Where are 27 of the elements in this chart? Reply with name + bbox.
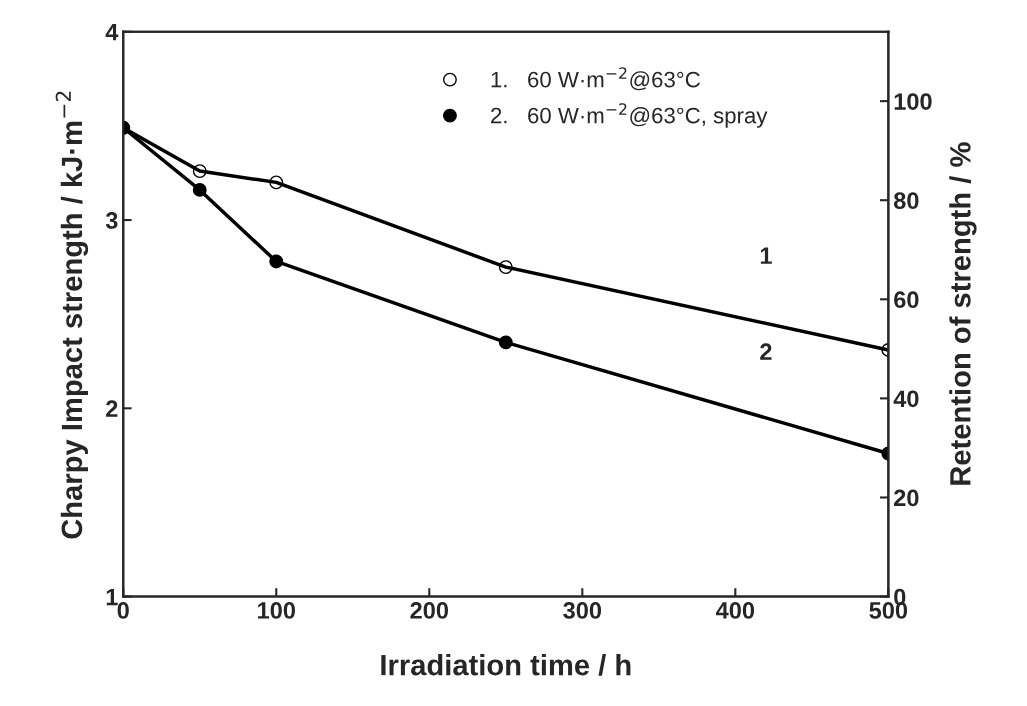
x-tick-label: 100	[258, 602, 295, 619]
point	[269, 175, 284, 190]
y-tick-label: 3	[105, 212, 118, 229]
legend-label: 2. 60 W·m$^{−2}$@63°C, spray	[491, 103, 768, 128]
x-tick-label: 300	[563, 602, 602, 619]
annotation: 1	[760, 247, 772, 264]
x-tick-label: 200	[410, 602, 449, 619]
point	[192, 182, 207, 197]
point	[498, 335, 513, 350]
y2-axis-title: Retention of strength / %	[949, 142, 977, 485]
y-axis-title: Charpy Impact strength / kJ·m$^{−2}$	[55, 91, 89, 539]
annotation: 2	[760, 343, 772, 360]
y-tick-label: 1	[106, 588, 118, 606]
x-axis-title: Irradiation time / h	[381, 654, 631, 676]
y2-tick-label: 40	[893, 390, 919, 408]
point	[498, 260, 513, 275]
legend-label: 1. 60 W·m$^{−2}$@63°C	[491, 67, 700, 91]
y2-tick-label: 100	[894, 93, 932, 110]
point	[192, 164, 207, 179]
point	[269, 254, 284, 269]
y2-tick-label: 60	[894, 291, 919, 309]
x-tick-label: 400	[715, 602, 755, 619]
y2-tick-label: 80	[893, 192, 919, 210]
y2-tick-label: 20	[894, 489, 919, 507]
y-tick-label: 4	[105, 24, 119, 41]
x-tick-label: 0	[117, 602, 129, 619]
y-tick-label: 2	[106, 400, 118, 417]
